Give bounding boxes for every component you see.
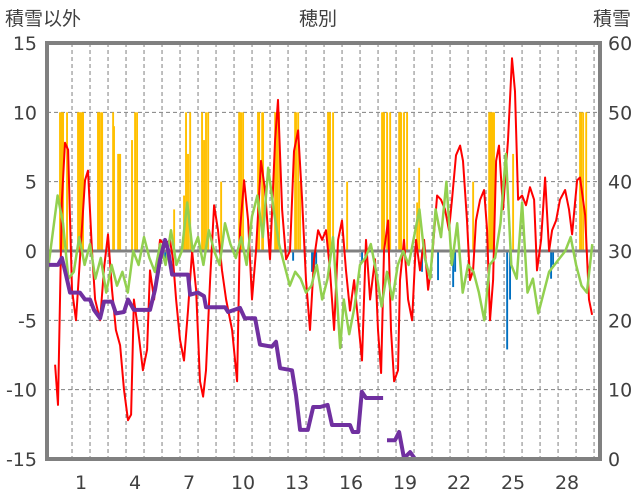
left-tick-label: -10 [6,380,37,402]
orange-bar [383,112,385,251]
orange-bar [582,112,585,251]
orange-bar [257,112,259,251]
orange-bar [399,112,402,251]
plot-marks [45,57,600,461]
orange-bar [59,112,61,251]
blue-bar [164,251,167,260]
left-tick-label: 10 [13,102,37,124]
plot-frame [45,41,602,461]
x-tick-label: 4 [129,472,141,494]
orange-bar [220,181,223,251]
right-tick-label: 40 [608,172,632,194]
orange-bar [66,112,68,251]
right-tick-label: 10 [608,380,632,402]
orange-bar [386,112,389,251]
blue-bar [292,251,295,261]
orange-bar [278,112,281,251]
orange-bar [131,140,133,251]
x-tick-label: 7 [183,472,195,494]
orange-bar [203,140,205,251]
chart-title: 穂別 [299,8,337,30]
orange-bar [585,112,588,251]
x-tick-label: 25 [501,472,525,494]
orange-bar [472,181,475,251]
orange-bar [100,112,103,251]
blue-bar [361,251,364,263]
right-tick-label: 60 [608,33,632,55]
orange-bar [240,112,243,251]
orange-bar [381,112,384,251]
orange-bar [201,112,203,251]
orange-bar [346,181,349,251]
orange-bar [493,112,495,251]
orange-bar [489,112,492,251]
orange-bar [512,153,515,251]
orange-bar [98,112,101,251]
orange-bar [207,112,210,251]
gridlines [47,43,600,459]
left-tick-label: 15 [13,33,37,55]
orange-bar [80,112,83,251]
blue-bar [509,251,511,300]
orange-bar [173,209,176,251]
left-tick-label: 5 [25,172,37,194]
orange-bar [113,126,115,251]
orange-bar [299,181,302,251]
orange-bar [400,112,403,251]
orange-bar [101,112,104,251]
orange-bar [275,112,277,251]
orange-bar [97,112,99,251]
left-tick-label: -5 [18,310,37,332]
x-tick-label: 16 [339,472,363,494]
right-tick-label: 20 [608,310,632,332]
orange-bar [79,112,81,251]
x-tick-label: 28 [555,472,579,494]
left-tick-label: -15 [6,449,37,471]
orange-bar [189,112,192,251]
blue-bar [452,251,455,288]
blue-bar [552,251,555,265]
orange-bar [297,112,300,251]
right-axis-title: 積雪 [593,8,631,30]
blue-bar [437,251,439,281]
orange-bar [329,112,331,251]
orange-bar [276,112,279,251]
orange-bar [82,112,85,251]
blue-bar [315,251,318,265]
right-tick-label: 0 [608,449,620,471]
x-tick-label: 13 [285,472,309,494]
orange-bar [327,112,330,251]
right-tick-label: 50 [608,102,632,124]
blue-bar [506,251,509,350]
orange-bar [77,112,79,251]
orange-bar [403,112,405,251]
orange-bar [136,112,139,251]
orange-bar [134,112,137,251]
left-tick-label: 0 [25,241,37,263]
blue-bar [550,251,553,279]
right-tick-label: 30 [608,241,632,263]
x-tick-label: 10 [231,472,255,494]
orange-bar [118,153,121,251]
orange-bar [491,112,493,251]
x-tick-label: 19 [393,472,417,494]
blue-bar [454,251,457,272]
green-line [45,152,594,350]
orange-bar [332,112,335,251]
blue-bar [311,251,313,272]
orange-bar [406,112,409,251]
orange-bar [295,112,297,251]
orange-bar [205,112,207,251]
x-tick-label: 22 [447,472,471,494]
orange-bar [389,112,392,251]
orange-bar [185,112,187,251]
orange-bar [239,112,241,251]
x-tick-label: 1 [75,472,87,494]
left-axis-title: 積雪以外 [5,8,81,30]
orange-bar [119,153,122,251]
